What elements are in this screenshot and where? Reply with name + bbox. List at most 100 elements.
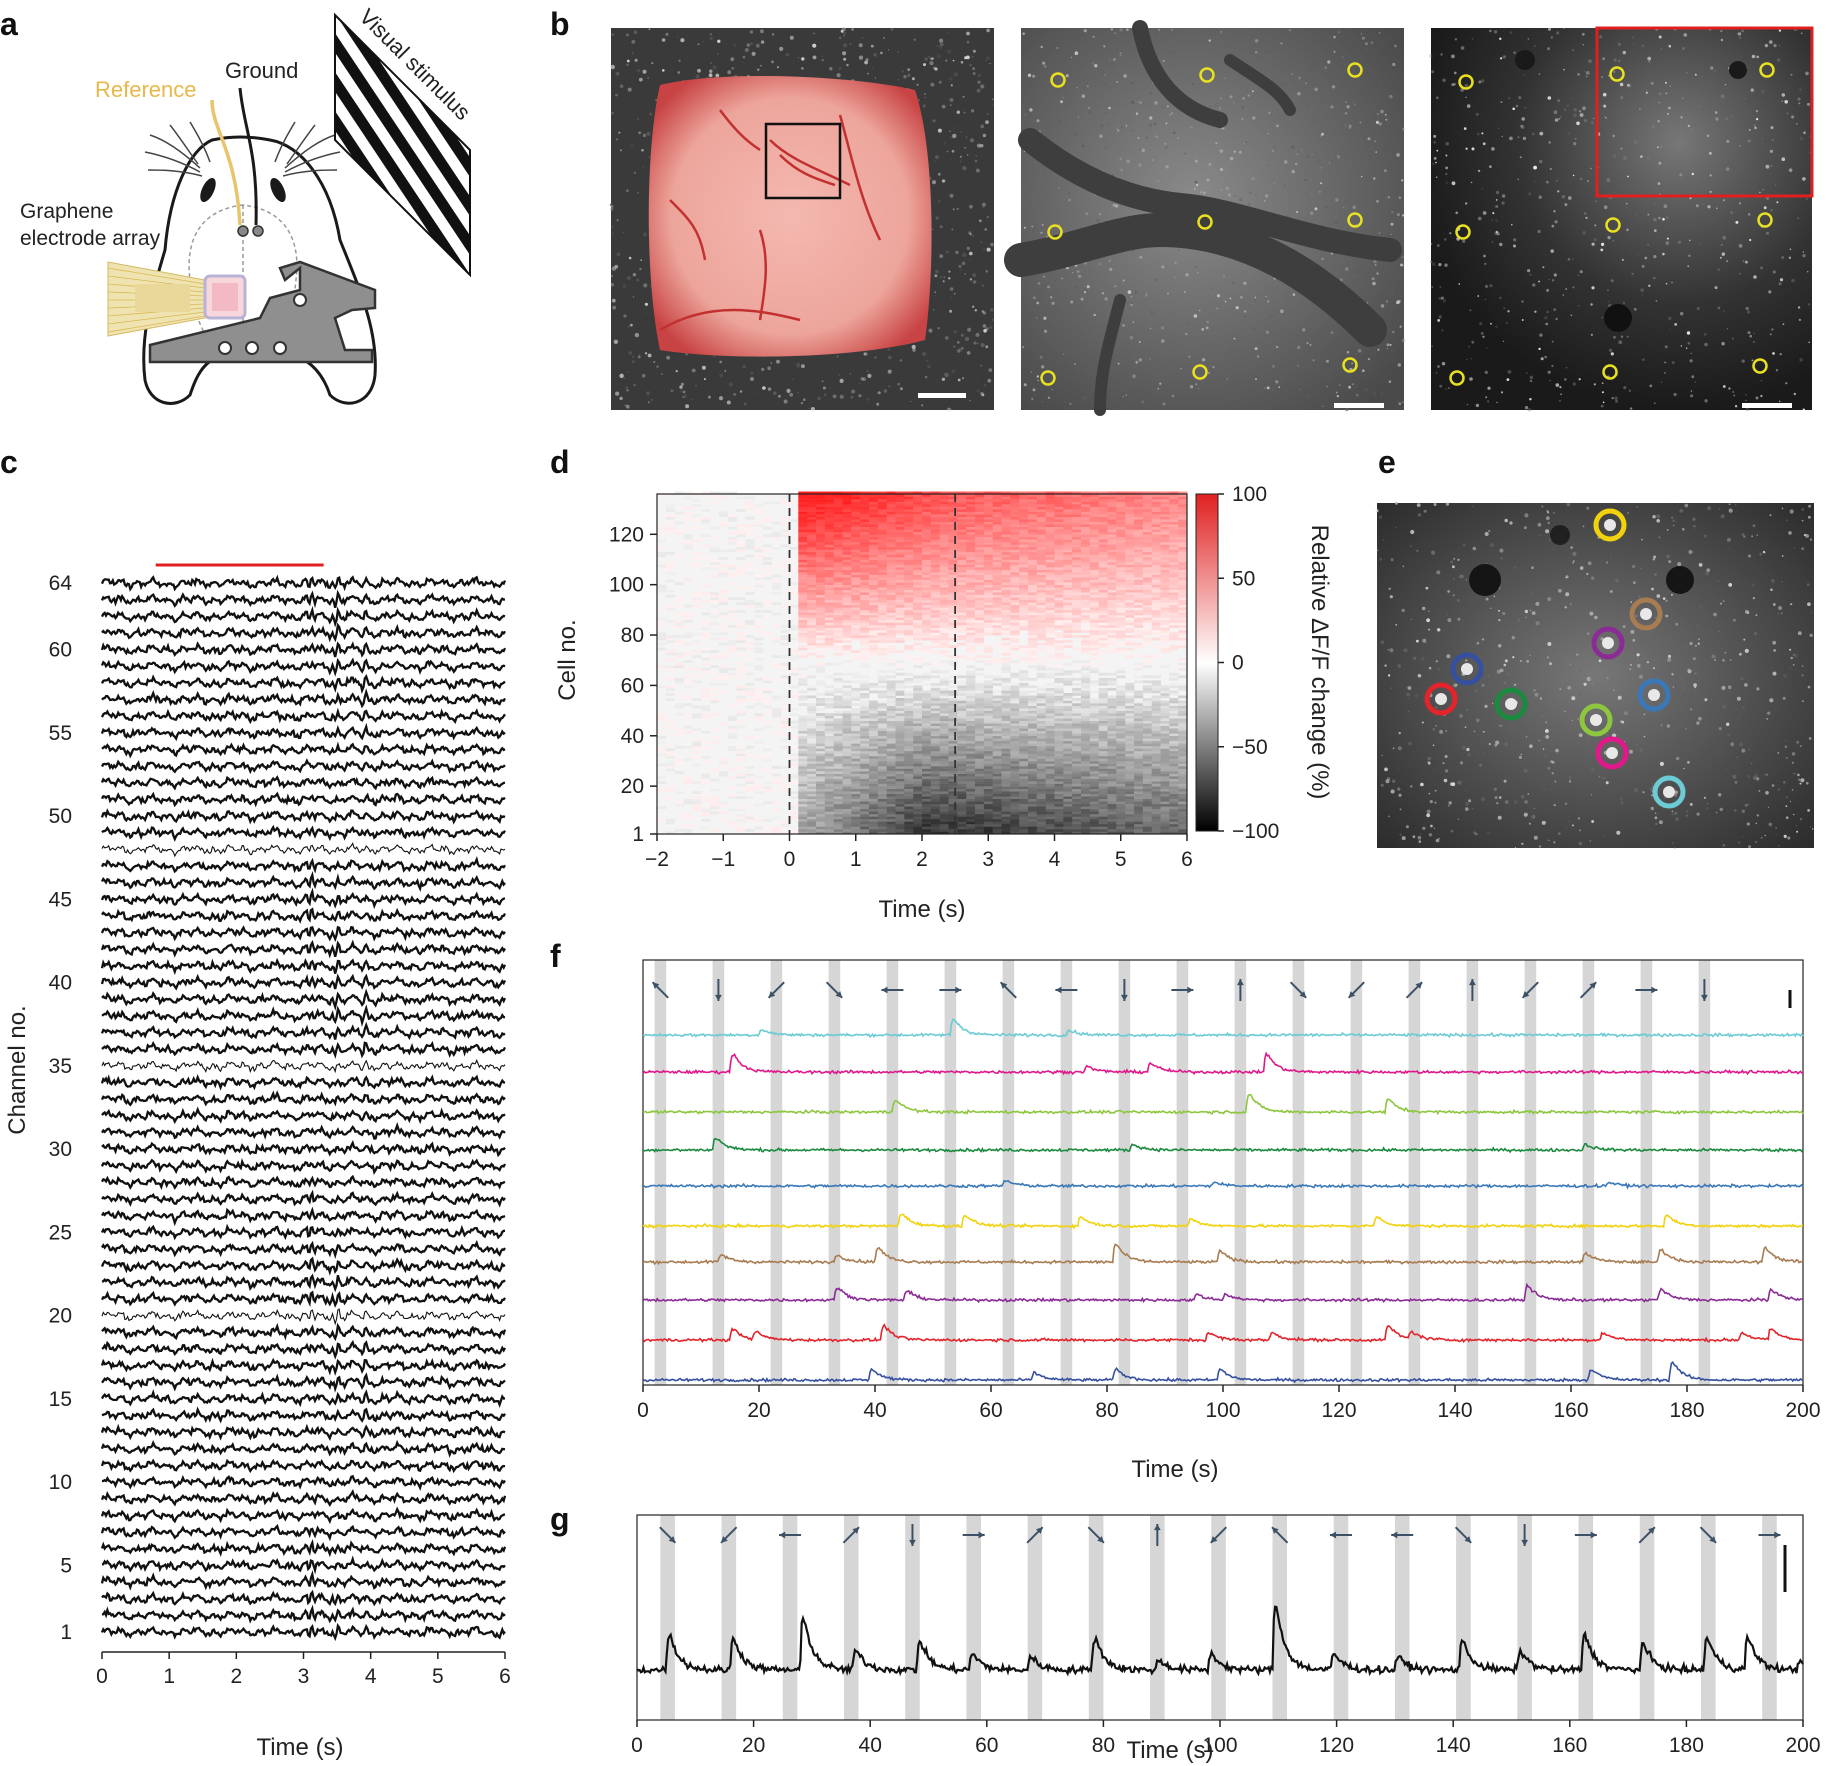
heatmap-cell xyxy=(992,619,1002,623)
heatmap-cell xyxy=(913,811,923,815)
heatmap-cell xyxy=(798,682,808,686)
heatmap-cell xyxy=(930,604,940,608)
heatmap-cell xyxy=(1001,718,1011,721)
heatmap-cell xyxy=(1072,607,1082,611)
heatmap-cell xyxy=(1036,755,1046,759)
heatmap-cell xyxy=(948,630,958,633)
heatmap-cell xyxy=(1134,622,1144,626)
heatmap-cell xyxy=(1116,713,1126,716)
heatmap-cell xyxy=(1045,562,1055,565)
heatmap-cell xyxy=(833,617,843,621)
heatmap-cell xyxy=(851,695,861,699)
heatmap-cell xyxy=(1116,829,1126,832)
heatmap-cell xyxy=(736,572,746,575)
heatmap-cell xyxy=(718,758,728,762)
heatmap-cell xyxy=(789,695,799,699)
heatmap-cell xyxy=(1081,589,1091,593)
heatmap-cell xyxy=(1107,559,1117,563)
heatmap-cell xyxy=(922,766,932,769)
heatmap-cell xyxy=(930,614,940,618)
heatmap-cell xyxy=(789,587,799,590)
heatmap-cell xyxy=(1116,703,1126,706)
heatmap-cell xyxy=(1036,622,1046,626)
heatmap-cell xyxy=(948,771,958,774)
heatmap-cell xyxy=(983,564,993,568)
heatmap-cell xyxy=(1010,803,1020,807)
heatmap-cell xyxy=(1081,803,1091,807)
heatmap-cell xyxy=(1151,614,1161,618)
heatmap-cell xyxy=(966,594,976,598)
heatmap-cell xyxy=(736,796,746,799)
heatmap-cell xyxy=(710,567,720,570)
heatmap-cell xyxy=(1151,567,1161,570)
heatmap-cell xyxy=(807,801,817,805)
heatmap-cell xyxy=(886,796,896,799)
heatmap-cell xyxy=(1178,808,1188,812)
heatmap-cell xyxy=(1107,713,1117,716)
heatmap-cell xyxy=(816,698,826,701)
heatmap-cell xyxy=(886,745,896,749)
heatmap-cell xyxy=(966,781,976,784)
heatmap-cell xyxy=(886,826,896,830)
heatmap-cell xyxy=(824,753,834,757)
heatmap-cell xyxy=(922,813,932,817)
heatmap-cell xyxy=(930,617,940,621)
heatmap-cell xyxy=(833,705,843,709)
heatmap-cell xyxy=(1028,818,1038,822)
heatmap-cell xyxy=(1125,607,1135,611)
heatmap-cell xyxy=(886,743,896,747)
heatmap-cell xyxy=(922,690,932,694)
heatmap-cell xyxy=(1116,587,1126,590)
heatmap-cell xyxy=(798,768,808,772)
heatmap-cell xyxy=(992,698,1002,701)
heatmap-cell xyxy=(975,642,985,646)
heatmap-cell xyxy=(1072,811,1082,815)
heatmap-cell xyxy=(674,761,684,764)
heatmap-cell xyxy=(1028,582,1038,585)
heatmap-cell xyxy=(1045,823,1055,827)
heatmap-cell xyxy=(736,826,746,830)
heatmap-cell xyxy=(886,700,896,704)
heatmap-cell xyxy=(930,823,940,827)
heatmap-cell xyxy=(913,733,923,737)
heatmap-cell xyxy=(869,723,879,726)
heatmap-cell xyxy=(665,619,675,623)
ground-wire xyxy=(238,87,258,226)
y-tick-label: 55 xyxy=(49,722,72,745)
heatmap-cell xyxy=(957,655,967,658)
heatmap-cell xyxy=(1107,594,1117,598)
heatmap-cell xyxy=(1072,660,1082,663)
heatmap-cell xyxy=(1036,642,1046,646)
heatmap-cell xyxy=(1054,687,1064,691)
scale-bar xyxy=(918,393,966,398)
heatmap-cell xyxy=(992,796,1002,799)
channel-trace xyxy=(100,957,507,976)
heatmap-cell xyxy=(877,607,887,611)
heatmap-cell xyxy=(1072,720,1082,724)
heatmap-cell xyxy=(718,642,728,646)
heatmap-cell xyxy=(771,778,781,782)
heatmap-cell xyxy=(895,818,905,822)
heatmap-cell xyxy=(1019,625,1029,628)
heatmap-cell xyxy=(1107,672,1117,676)
heatmap-cell xyxy=(966,798,976,802)
heatmap-cell xyxy=(869,745,879,749)
heatmap-cell xyxy=(683,725,693,729)
heatmap-cell xyxy=(1134,569,1144,573)
heatmap-cell xyxy=(869,786,879,789)
heatmap-cell xyxy=(860,831,870,835)
heatmap-cell xyxy=(1081,771,1091,774)
heatmap-cell xyxy=(1045,627,1055,631)
heatmap-cell xyxy=(1098,619,1108,623)
heatmap-cell xyxy=(975,682,985,686)
heatmap-cell xyxy=(657,748,667,752)
heatmap-cell xyxy=(957,685,967,689)
heatmap-cell xyxy=(833,793,843,797)
heatmap-cell xyxy=(860,577,870,580)
heatmap-cell xyxy=(1072,700,1082,704)
heatmap-cell xyxy=(1045,763,1055,767)
heatmap-cell xyxy=(1151,821,1161,825)
heatmap-cell xyxy=(1001,728,1011,731)
heatmap-cell xyxy=(1054,614,1064,618)
heatmap-cell xyxy=(1134,619,1144,623)
